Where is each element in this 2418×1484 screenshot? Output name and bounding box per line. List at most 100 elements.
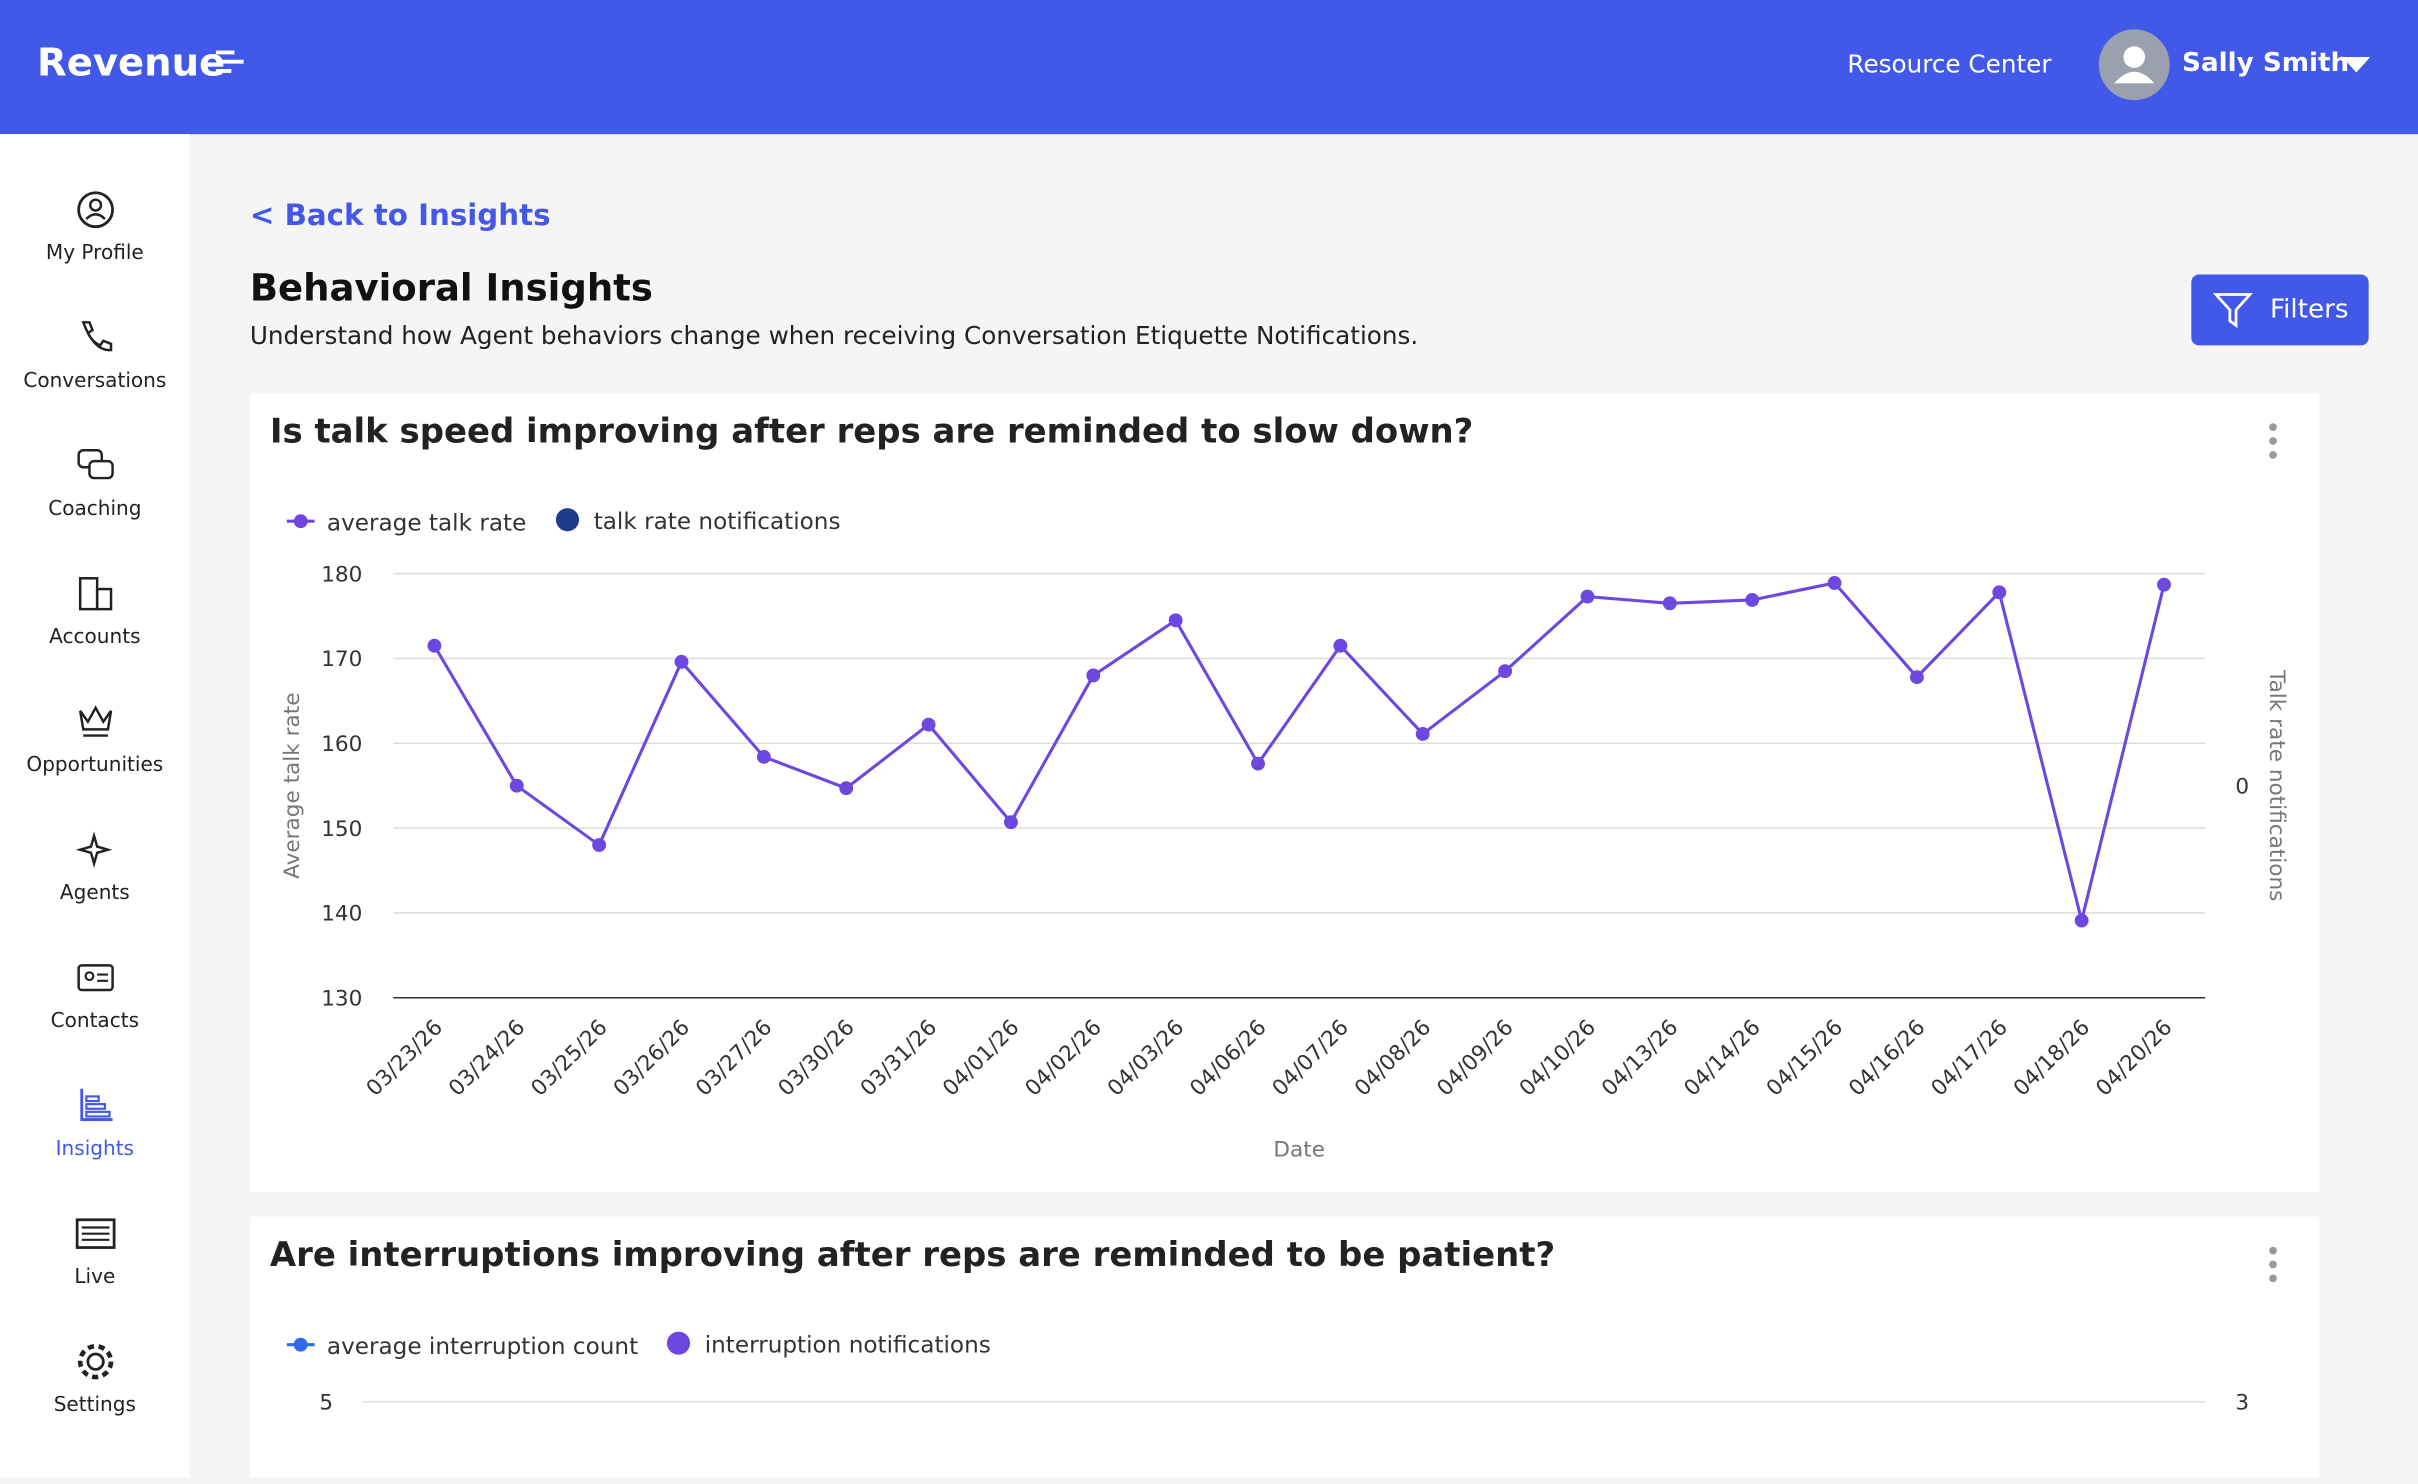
- data-point: [839, 781, 854, 796]
- filters-label: Filters: [2269, 294, 2349, 326]
- nav-item[interactable]: Coaching: [0, 446, 190, 521]
- x-tick-label: 04/15/26: [1762, 1015, 1848, 1101]
- x-tick-label: 04/08/26: [1350, 1015, 1436, 1101]
- nav-item[interactable]: Live: [0, 1214, 190, 1289]
- nav-icon: [74, 831, 112, 869]
- menu-dot[interactable]: [2269, 437, 2277, 445]
- page-title: Behavioral Insights: [249, 266, 653, 310]
- nav-label: My Profile: [45, 242, 144, 266]
- top-bar: Revenue Resource Center Sally Smith: [0, 0, 2418, 135]
- nav-icon: [79, 1088, 112, 1121]
- y2-tick-label: 0: [2235, 774, 2249, 799]
- menu-dot[interactable]: [2269, 1274, 2277, 1283]
- nav-label: Contacts: [50, 1010, 140, 1034]
- y2-axis-label: Talk rate notifications: [2264, 669, 2289, 901]
- x-tick-label: 04/16/26: [1844, 1015, 1930, 1101]
- y-tick-label: 150: [321, 817, 362, 842]
- x-tick-label: 04/06/26: [1185, 1015, 1271, 1101]
- x-tick-label: 04/17/26: [1927, 1015, 2013, 1101]
- x-tick-label: 03/27/26: [691, 1015, 777, 1101]
- nav-item[interactable]: Opportunities: [0, 702, 190, 777]
- nav-item[interactable]: My Profile: [0, 190, 190, 266]
- menu-dot[interactable]: [2269, 1246, 2277, 1255]
- x-tick-label: 04/07/26: [1268, 1015, 1354, 1101]
- legend-marker: [293, 514, 308, 529]
- menu-dot[interactable]: [2269, 451, 2277, 459]
- data-point: [592, 838, 607, 853]
- legend-label[interactable]: average interruption count: [327, 1334, 638, 1360]
- x-tick-label: 04/02/26: [1021, 1015, 1107, 1101]
- filters-button[interactable]: Filters: [2191, 274, 2369, 346]
- nav-item[interactable]: Agents: [0, 830, 190, 906]
- nav-icon: [77, 1343, 113, 1380]
- legend-marker: [293, 1337, 308, 1352]
- sidebar: My Profile Conversations Coaching Accounts O…: [0, 134, 190, 1478]
- y2-tick-label: 3: [2235, 1390, 2249, 1415]
- data-point: [1004, 815, 1018, 830]
- x-tick-label: 03/25/26: [526, 1015, 612, 1101]
- nav-label: Conversations: [23, 370, 167, 394]
- nav-icon: [78, 705, 112, 737]
- nav-item[interactable]: Conversations: [0, 318, 190, 394]
- menu-dot[interactable]: [2269, 423, 2277, 432]
- data-point: [427, 638, 442, 653]
- data-point: [1745, 593, 1760, 607]
- nav-item[interactable]: Insights: [0, 1086, 190, 1161]
- data-point: [2157, 577, 2171, 592]
- nav-icon: [76, 191, 114, 229]
- x-tick-label: 03/31/26: [856, 1015, 942, 1101]
- data-point: [509, 778, 524, 793]
- nav-label: Accounts: [49, 626, 141, 650]
- x-tick-label: 04/09/26: [1432, 1015, 1518, 1101]
- data-point: [674, 654, 689, 669]
- dropdown-icon[interactable]: [2342, 57, 2371, 73]
- x-tick-label: 03/30/26: [774, 1015, 860, 1101]
- nav-icon: [76, 449, 114, 480]
- user-name[interactable]: Sally Smith: [2182, 47, 2350, 79]
- x-tick-label: 04/20/26: [2091, 1015, 2177, 1101]
- chart-card: Are interruptions improving after reps a…: [249, 1216, 2320, 1478]
- chart-title: Are interruptions improving after reps a…: [270, 1235, 1555, 1274]
- chart: Is talk speed improving after reps are r…: [270, 412, 2289, 1163]
- nav-item[interactable]: Accounts: [0, 574, 190, 650]
- y-tick-label: 130: [321, 986, 362, 1011]
- back-link[interactable]: < Back to Insights: [249, 198, 551, 233]
- legend-marker: [555, 508, 580, 532]
- x-axis-label: Date: [1273, 1138, 1325, 1163]
- legend-label[interactable]: interruption notifications: [705, 1332, 991, 1358]
- data-point: [756, 749, 771, 764]
- line-series: [433, 581, 2166, 921]
- data-point: [1992, 585, 2007, 600]
- menu-dot[interactable]: [2269, 1260, 2277, 1269]
- data-point: [1415, 727, 1430, 741]
- page-subtitle: Understand how Agent behaviors change wh…: [249, 320, 1419, 351]
- legend-label[interactable]: talk rate notifications: [594, 509, 841, 535]
- data-point: [1333, 638, 1348, 653]
- data-point: [1580, 589, 1595, 604]
- avatar[interactable]: [2098, 29, 2170, 101]
- data-point: [1498, 664, 1513, 679]
- nav-item[interactable]: Contacts: [0, 958, 190, 1034]
- x-tick-label: 04/03/26: [1103, 1015, 1189, 1101]
- chart: Are interruptions improving after reps a…: [270, 1235, 2277, 1415]
- brand-icon: [215, 50, 244, 73]
- resource-center[interactable]: Resource Center: [1847, 49, 2052, 79]
- x-tick-label: 04/10/26: [1515, 1015, 1601, 1101]
- x-tick-label: 03/24/26: [444, 1015, 530, 1101]
- x-tick-label: 04/14/26: [1679, 1015, 1765, 1101]
- nav-icon: [78, 577, 112, 611]
- nav-label: Agents: [59, 882, 130, 906]
- y-tick-label: 140: [321, 902, 362, 927]
- legend-marker: [666, 1331, 691, 1355]
- chart-card: Is talk speed improving after reps are r…: [249, 393, 2320, 1193]
- nav-icon: [74, 1218, 115, 1249]
- filter-icon: [2212, 293, 2253, 329]
- data-point: [1168, 613, 1183, 628]
- data-point: [1662, 596, 1677, 611]
- nav-item[interactable]: Settings: [0, 1342, 190, 1417]
- data-point: [1251, 756, 1265, 771]
- chart-title: Is talk speed improving after reps are r…: [270, 412, 1473, 451]
- legend-label[interactable]: average talk rate: [327, 510, 526, 536]
- data-point: [921, 717, 936, 732]
